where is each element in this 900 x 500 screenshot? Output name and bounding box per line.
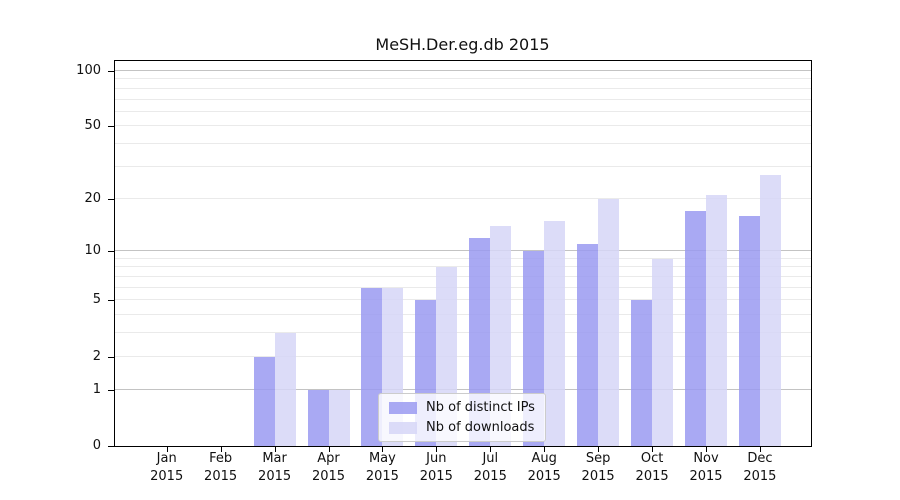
x-tick-label-oct: Oct 2015	[635, 451, 669, 484]
gridline-3	[115, 332, 811, 334]
x-tick-label-jun: Jun 2015	[419, 451, 453, 484]
bar-downloads-apr	[328, 389, 350, 446]
legend-item-downloads: Nb of downloads	[389, 419, 535, 436]
x-tick-label-dec: Dec 2015	[743, 451, 777, 484]
x-tick-jan	[166, 447, 168, 452]
gridline-7	[115, 276, 811, 277]
y-tick-label-20: 20	[84, 190, 101, 206]
gridline-2	[115, 355, 811, 357]
bar-downloads-dec	[759, 175, 781, 446]
x-tick-aug	[544, 447, 546, 452]
gridline-10	[115, 250, 811, 252]
x-tick-jul	[490, 447, 492, 452]
x-tick-sep	[598, 447, 600, 452]
bar-downloads-jul	[490, 225, 512, 446]
x-tick-label-jul: Jul 2015	[473, 451, 507, 484]
legend: Nb of distinct IPs Nb of downloads	[378, 393, 546, 442]
x-tick-may	[382, 447, 384, 452]
bar-ips-apr	[307, 389, 329, 446]
x-tick-label-jan: Jan 2015	[150, 451, 184, 484]
gridline-80	[115, 87, 811, 89]
y-tick-label-50: 50	[84, 118, 101, 134]
y-tick-2	[108, 356, 115, 358]
legend-label-downloads: Nb of downloads	[426, 420, 535, 435]
legend-swatch-downloads	[389, 421, 417, 434]
x-tick-feb	[220, 447, 222, 452]
y-tick-label-1: 1	[92, 381, 101, 397]
bar-ips-may	[361, 287, 383, 446]
gridline-20	[115, 197, 811, 199]
bar-ips-mar	[253, 356, 275, 446]
y-tick-50	[108, 126, 115, 128]
legend-item-distinct-ips: Nb of distinct IPs	[389, 399, 535, 416]
bar-downloads-sep	[598, 198, 620, 446]
y-tick-label-0: 0	[92, 438, 101, 453]
x-tick-apr	[328, 447, 330, 452]
y-tick-0	[108, 446, 115, 447]
y-tick-label-5: 5	[92, 292, 101, 308]
y-tick-5	[108, 300, 115, 302]
x-tick-nov	[706, 447, 707, 452]
x-tick-label-sep: Sep 2015	[581, 451, 615, 484]
x-tick-label-nov: Nov 2015	[689, 451, 723, 484]
gridline-4	[115, 314, 811, 316]
y-tick-1	[108, 389, 115, 391]
y-tick-label-2: 2	[92, 348, 101, 364]
x-tick-label-apr: Apr 2015	[311, 451, 346, 484]
gridline-100	[115, 69, 811, 71]
x-tick-jun	[436, 447, 438, 452]
bar-downloads-mar	[274, 333, 296, 446]
gridline-8	[115, 266, 811, 268]
gridline-70	[115, 98, 811, 100]
x-tick-label-aug: Aug 2015	[527, 451, 561, 484]
gridline-5	[115, 299, 811, 301]
legend-swatch-distinct-ips	[389, 401, 417, 414]
y-tick-label-10: 10	[84, 243, 101, 259]
y-tick-100	[108, 70, 115, 72]
x-tick-dec	[759, 447, 761, 452]
bar-downloads-aug	[544, 220, 566, 446]
x-tick-label-may: May 2015	[365, 451, 399, 484]
x-tick-oct	[652, 447, 654, 452]
gridline-6	[115, 286, 811, 288]
y-tick-10	[108, 251, 115, 253]
bar-downloads-nov	[706, 194, 727, 446]
y-tick-20	[108, 198, 115, 200]
gridline-1	[115, 388, 811, 390]
plot-area	[114, 60, 812, 447]
gridline-30	[115, 165, 811, 167]
chart-title: MeSH.Der.eg.db 2015	[375, 35, 550, 54]
gridline-90	[115, 78, 811, 80]
gridline-9	[115, 257, 811, 259]
y-tick-label-100: 100	[76, 62, 101, 78]
gridline-60	[115, 110, 811, 112]
bar-downloads-oct	[652, 258, 674, 446]
gridline-40	[115, 143, 811, 145]
x-tick-label-mar: Mar 2015	[258, 451, 292, 484]
legend-label-distinct-ips: Nb of distinct IPs	[426, 400, 535, 415]
bar-ips-sep	[577, 244, 599, 446]
gridline-50	[115, 125, 811, 127]
x-tick-label-feb: Feb 2015	[204, 451, 238, 484]
bar-ips-nov	[685, 211, 706, 446]
bar-ips-oct	[631, 300, 653, 446]
bar-ips-dec	[738, 215, 760, 446]
x-tick-mar	[274, 447, 276, 452]
